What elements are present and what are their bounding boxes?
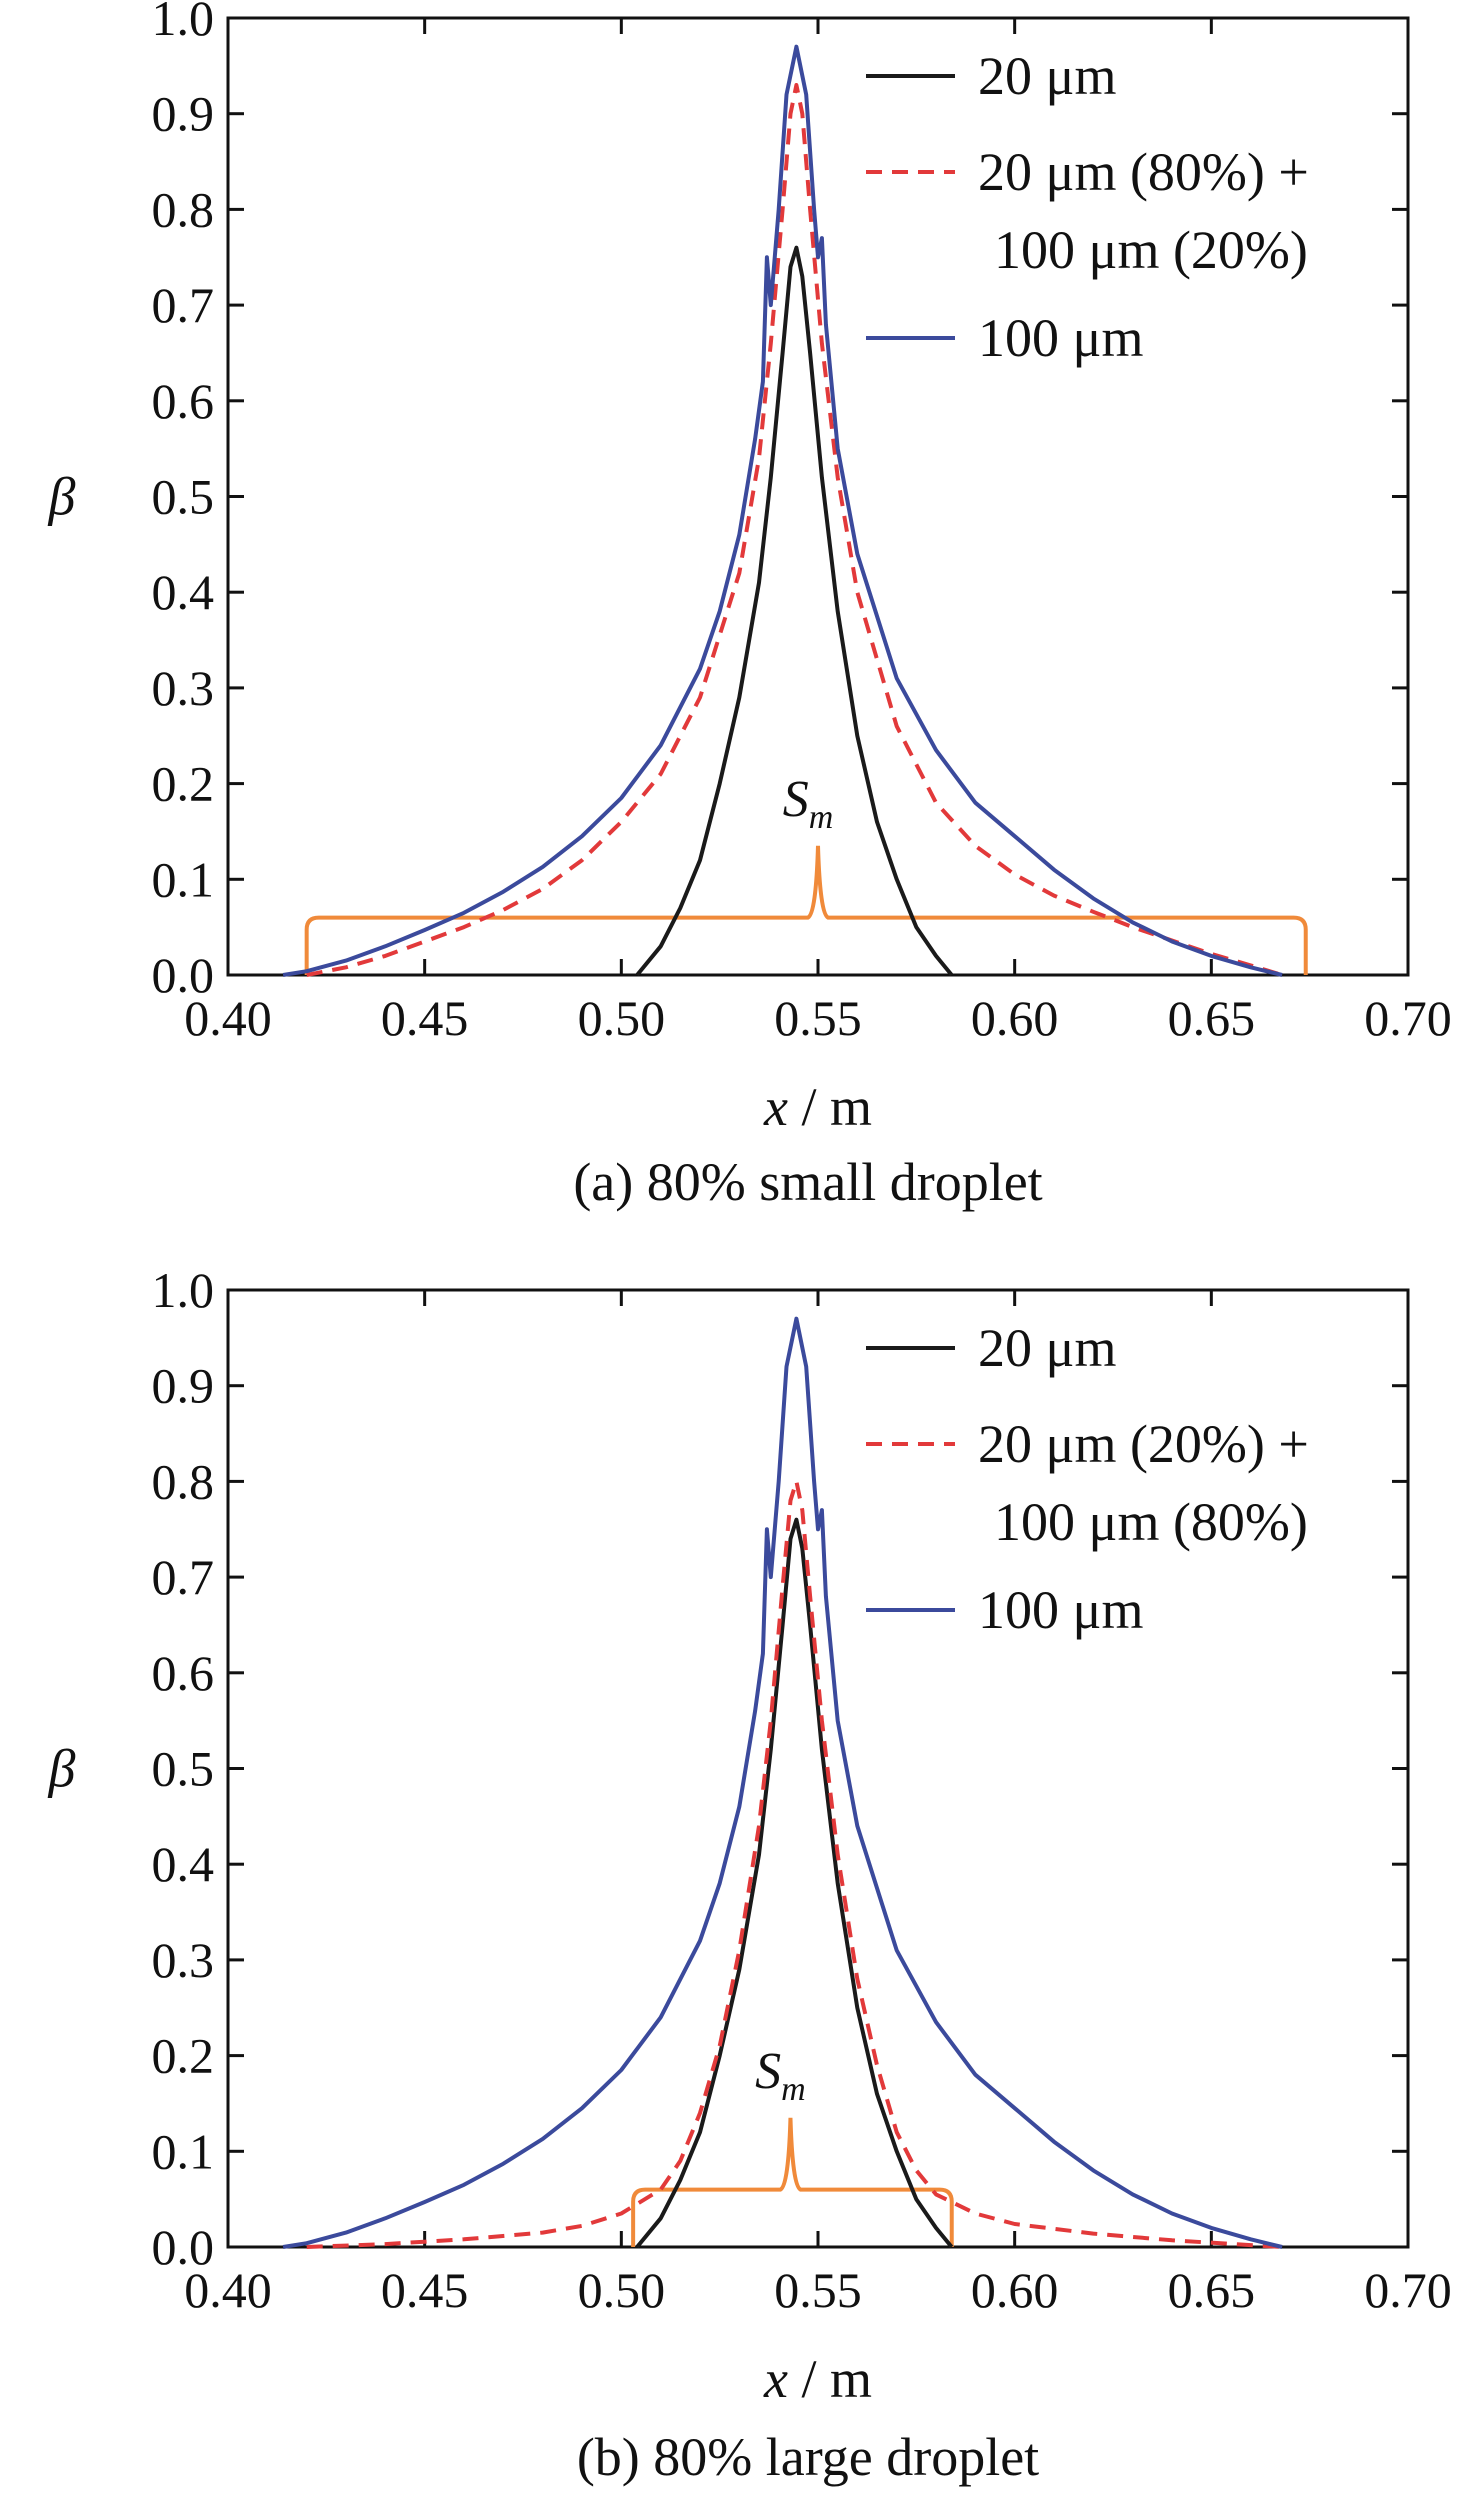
x-tick-label: 0.45 bbox=[381, 990, 469, 1046]
y-tick-label: 0.5 bbox=[152, 469, 215, 525]
x-tick-label: 0.65 bbox=[1168, 990, 1256, 1046]
y-axis-label: β bbox=[48, 1739, 76, 1799]
y-tick-label: 1.0 bbox=[152, 0, 215, 46]
sm-bracket bbox=[304, 845, 1308, 975]
sm-label: Sm bbox=[755, 2043, 806, 2108]
y-tick-label: 0.8 bbox=[152, 1453, 215, 1509]
series-line-1 bbox=[306, 1479, 1283, 2249]
y-tick-label: 0.1 bbox=[152, 851, 215, 907]
y-tick-label: 0.5 bbox=[152, 1741, 215, 1797]
y-tick-label: 0.9 bbox=[152, 1358, 215, 1414]
x-tick-label: 0.55 bbox=[774, 2262, 862, 2318]
y-tick-label: 0.8 bbox=[152, 181, 215, 237]
x-tick-label: 0.65 bbox=[1168, 2262, 1256, 2318]
y-tick-label: 0.2 bbox=[152, 756, 215, 812]
x-tick-label: 0.60 bbox=[971, 990, 1059, 1046]
panel-caption: (b) 80% large droplet bbox=[577, 2427, 1039, 2487]
x-axis-label: x / m bbox=[763, 2349, 872, 2409]
y-tick-label: 0.0 bbox=[152, 947, 215, 1003]
y-tick-label: 0.6 bbox=[152, 373, 215, 429]
sm-bracket bbox=[631, 2117, 954, 2247]
y-tick-label: 0.3 bbox=[152, 660, 215, 716]
x-axis-label: x / m bbox=[763, 1077, 872, 1137]
y-tick-label: 0.1 bbox=[152, 2123, 215, 2179]
legend-label-2: 100 μm bbox=[978, 1580, 1143, 1640]
y-tick-label: 0.4 bbox=[152, 1836, 215, 1892]
legend-label-0: 20 μm bbox=[978, 46, 1116, 106]
y-tick-label: 0.9 bbox=[152, 86, 215, 142]
legend-label-1-cont: 100 μm (20%) bbox=[994, 220, 1308, 280]
legend-label-1: 20 μm (20%) + bbox=[978, 1414, 1309, 1474]
y-tick-label: 0.0 bbox=[152, 2219, 215, 2275]
x-tick-label: 0.40 bbox=[184, 2262, 272, 2318]
y-tick-label: 0.7 bbox=[152, 1549, 215, 1605]
x-tick-label: 0.40 bbox=[184, 990, 272, 1046]
y-tick-label: 0.7 bbox=[152, 277, 215, 333]
series-line-2 bbox=[282, 44, 1283, 977]
chart-panel-a: 0.0 0.1 0.2 0.3 0.4 0.5 0.6 0.7 0.8 0.9 1.0 0.40 0.4… bbox=[48, 0, 1452, 1212]
series-line-2 bbox=[282, 1316, 1283, 2249]
legend-label-0: 20 μm bbox=[978, 1318, 1116, 1378]
y-tick-label: 0.2 bbox=[152, 2028, 215, 2084]
panel-caption: (a) 80% small droplet bbox=[573, 1152, 1042, 1212]
x-tick-label: 0.60 bbox=[971, 2262, 1059, 2318]
x-tick-label: 0.45 bbox=[381, 2262, 469, 2318]
x-tick-label: 0.50 bbox=[578, 990, 666, 1046]
x-tick-label: 0.70 bbox=[1364, 2262, 1452, 2318]
x-tick-label: 0.50 bbox=[578, 2262, 666, 2318]
legend-label-1: 20 μm (80%) + bbox=[978, 142, 1309, 202]
y-tick-label: 0.3 bbox=[152, 1932, 215, 1988]
y-tick-label: 0.6 bbox=[152, 1645, 215, 1701]
series-line-1 bbox=[306, 83, 1283, 977]
series-line-0 bbox=[635, 1517, 954, 2249]
y-tick-label: 1.0 bbox=[152, 1262, 215, 1318]
y-axis-label: β bbox=[48, 467, 76, 527]
x-tick-label: 0.55 bbox=[774, 990, 862, 1046]
y-tick-label: 0.4 bbox=[152, 564, 215, 620]
sm-label: Sm bbox=[783, 771, 834, 836]
x-tick-label: 0.70 bbox=[1364, 990, 1452, 1046]
legend-label-1-cont: 100 μm (80%) bbox=[994, 1492, 1308, 1552]
series-line-0 bbox=[635, 245, 954, 977]
chart-panel-b: 0.0 0.1 0.2 0.3 0.4 0.5 0.6 0.7 0.8 0.9 1.0 0.40 0.4… bbox=[48, 1262, 1452, 2487]
legend-label-2: 100 μm bbox=[978, 308, 1143, 368]
